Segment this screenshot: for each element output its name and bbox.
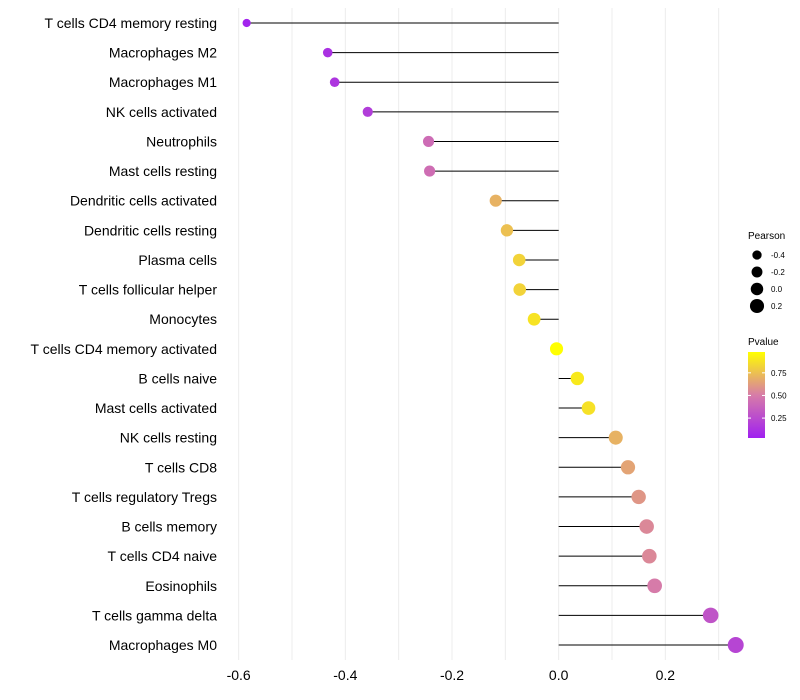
pvalue-color-legend: Pvalue 0.25 0.50 0.75	[748, 337, 787, 438]
lollipop-point	[329, 77, 340, 88]
lollipop-point	[620, 460, 636, 475]
y-tick-label: Neutrophils	[146, 133, 217, 149]
lollipop-point	[512, 253, 526, 267]
lollipop-point	[639, 519, 654, 534]
size-legend-key	[751, 266, 763, 278]
x-tick-label: 0.2	[656, 667, 676, 683]
lollipop-point	[549, 342, 564, 356]
pearson-legend-title: Pearson	[748, 231, 785, 242]
y-tick-label: B cells memory	[121, 519, 217, 535]
y-tick-label: Monocytes	[149, 311, 217, 327]
y-axis-labels: T cells CD4 memory resting Macrophages M2…	[31, 15, 218, 653]
size-legend-key	[752, 250, 762, 260]
y-tick-label: Dendritic cells resting	[84, 222, 217, 238]
lollipop-point	[631, 489, 646, 505]
y-tick-label: Dendritic cells activated	[70, 193, 217, 209]
lollipop-point	[647, 578, 663, 594]
y-tick-label: T cells CD4 naive	[108, 548, 218, 564]
lollipop-point	[362, 106, 373, 117]
lollipop-point	[570, 371, 585, 386]
lollipop-stems	[246, 22, 736, 646]
x-tick-label: -0.2	[440, 667, 464, 683]
size-legend-key	[750, 282, 764, 296]
lollipop-point	[242, 18, 251, 28]
size-legend-label: -0.4	[771, 251, 785, 260]
y-tick-label: T cells gamma delta	[92, 607, 217, 623]
size-legend-label: 0.2	[771, 302, 783, 311]
y-tick-label: T cells CD8	[145, 459, 217, 475]
y-tick-label: Macrophages M0	[109, 637, 217, 653]
pvalue-colorbar	[748, 352, 765, 438]
x-tick-label: -0.6	[227, 667, 251, 683]
lollipop-point	[422, 135, 435, 148]
y-tick-label: Eosinophils	[145, 578, 217, 594]
y-tick-label: NK cells resting	[120, 430, 217, 446]
pvalue-legend-title: Pvalue	[748, 337, 779, 348]
y-tick-label: Macrophages M2	[109, 45, 217, 61]
y-tick-label: T cells CD4 memory activated	[31, 341, 217, 357]
y-tick-label: T cells CD4 memory resting	[45, 15, 217, 31]
lollipop-point	[513, 283, 527, 296]
y-tick-label: Mast cells resting	[109, 163, 217, 179]
lollipop-point	[702, 607, 719, 624]
lollipop-point	[322, 47, 333, 58]
y-tick-label: T cells follicular helper	[79, 282, 218, 298]
lollipop-point	[642, 548, 657, 564]
pearson-size-legend: Pearson -0.4 -0.2 0.0 0.2	[748, 231, 785, 314]
size-legend-key	[749, 298, 765, 314]
x-tick-label: 0.0	[549, 667, 569, 683]
y-tick-label: NK cells activated	[106, 104, 217, 120]
size-legend-label: -0.2	[771, 268, 785, 277]
x-axis-ticks: -0.6 -0.4 -0.2 0.0 0.2	[227, 667, 676, 683]
size-legend-label: 0.0	[771, 285, 783, 294]
y-tick-label: Mast cells activated	[95, 400, 217, 416]
lollipop-point	[608, 430, 623, 445]
lollipop-point	[500, 224, 514, 237]
lollipop-point	[424, 165, 436, 177]
y-tick-label: Plasma cells	[138, 252, 217, 268]
y-tick-label: Macrophages M1	[109, 74, 217, 90]
lollipop-point	[727, 637, 744, 653]
gridlines	[238, 8, 720, 660]
lollipop-point	[489, 194, 502, 207]
colorbar-label: 0.75	[771, 369, 787, 378]
lollipop-points	[242, 18, 744, 653]
lollipop-point	[581, 401, 596, 415]
y-tick-label: B cells naive	[138, 370, 217, 386]
colorbar-label: 0.50	[771, 391, 787, 400]
x-tick-label: -0.4	[333, 667, 357, 683]
lollipop-point	[527, 312, 541, 326]
y-tick-label: T cells regulatory Tregs	[72, 489, 217, 505]
colorbar-label: 0.25	[771, 414, 787, 423]
